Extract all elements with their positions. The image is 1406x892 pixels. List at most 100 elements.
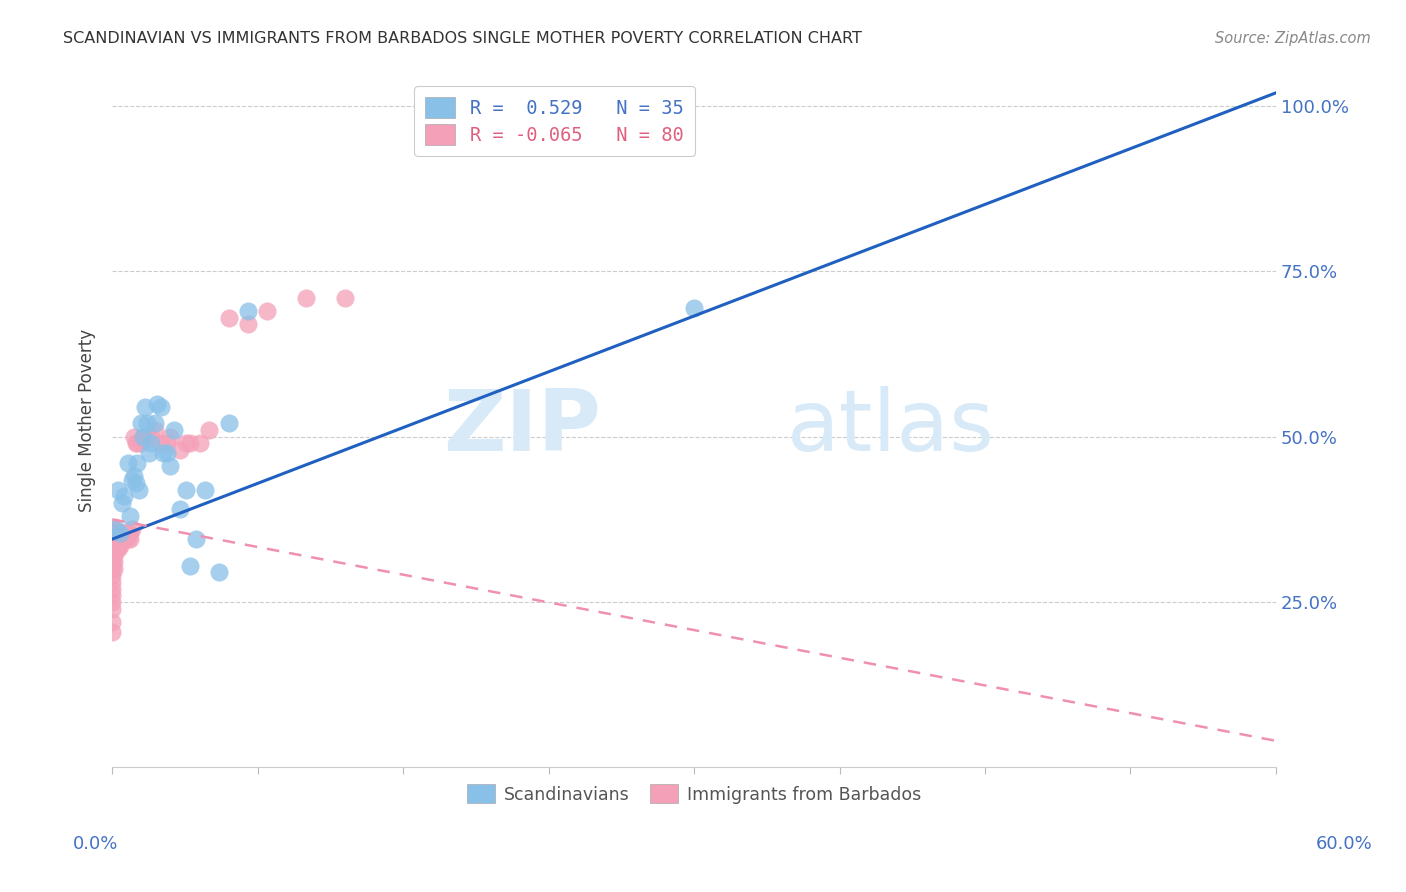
- Point: [139, 430, 162, 444]
- Point: [107, 529, 129, 543]
- Point: [112, 529, 135, 543]
- Point: [134, 400, 156, 414]
- Point: [108, 532, 131, 546]
- Point: [101, 615, 124, 629]
- Point: [101, 624, 124, 639]
- Text: 0.0%: 0.0%: [73, 835, 118, 853]
- Point: [128, 483, 150, 497]
- Text: SCANDINAVIAN VS IMMIGRANTS FROM BARBADOS SINGLE MOTHER POVERTY CORRELATION CHART: SCANDINAVIAN VS IMMIGRANTS FROM BARBADOS…: [63, 31, 862, 46]
- Point: [139, 436, 162, 450]
- Point: [131, 417, 153, 431]
- Point: [105, 529, 128, 543]
- Point: [101, 535, 124, 549]
- Point: [101, 522, 124, 536]
- Point: [131, 436, 153, 450]
- Point: [152, 446, 174, 460]
- Point: [112, 525, 135, 540]
- Point: [103, 542, 125, 557]
- Point: [101, 529, 124, 543]
- Point: [111, 496, 134, 510]
- Point: [143, 417, 166, 431]
- Point: [256, 304, 278, 318]
- Point: [108, 539, 131, 553]
- Point: [101, 555, 124, 569]
- Point: [105, 532, 128, 546]
- Point: [122, 469, 145, 483]
- Point: [159, 459, 181, 474]
- Point: [107, 525, 129, 540]
- Point: [127, 436, 149, 450]
- Point: [174, 483, 197, 497]
- Point: [118, 532, 141, 546]
- Legend: Scandinavians, Immigrants from Barbados: Scandinavians, Immigrants from Barbados: [460, 778, 928, 811]
- Point: [127, 456, 149, 470]
- Point: [103, 525, 125, 540]
- Point: [218, 417, 240, 431]
- Point: [103, 549, 125, 563]
- Point: [101, 601, 124, 615]
- Point: [103, 555, 125, 569]
- Point: [136, 430, 159, 444]
- Point: [111, 525, 134, 540]
- Point: [101, 588, 124, 602]
- Point: [101, 539, 124, 553]
- Point: [107, 539, 129, 553]
- Point: [107, 532, 129, 546]
- Point: [117, 525, 139, 540]
- Point: [124, 475, 146, 490]
- Point: [112, 532, 135, 546]
- Text: 60.0%: 60.0%: [1316, 835, 1372, 853]
- Point: [179, 558, 201, 573]
- Point: [101, 525, 124, 540]
- Text: atlas: atlas: [787, 385, 995, 468]
- Point: [117, 456, 139, 470]
- Point: [117, 532, 139, 546]
- Point: [194, 483, 217, 497]
- Point: [188, 436, 211, 450]
- Point: [121, 522, 143, 536]
- Point: [132, 430, 155, 444]
- Point: [111, 532, 134, 546]
- Point: [101, 532, 124, 546]
- Point: [136, 417, 159, 431]
- Point: [124, 436, 146, 450]
- Point: [103, 562, 125, 576]
- Point: [103, 529, 125, 543]
- Point: [218, 310, 240, 325]
- Point: [208, 565, 231, 579]
- Point: [101, 595, 124, 609]
- Point: [143, 423, 166, 437]
- Point: [103, 532, 125, 546]
- Point: [107, 542, 129, 557]
- Point: [103, 539, 125, 553]
- Point: [198, 423, 221, 437]
- Point: [155, 436, 177, 450]
- Point: [174, 436, 197, 450]
- Point: [101, 558, 124, 573]
- Point: [101, 575, 124, 590]
- Point: [105, 542, 128, 557]
- Point: [122, 430, 145, 444]
- Point: [101, 542, 124, 557]
- Point: [108, 535, 131, 549]
- Point: [108, 525, 131, 540]
- Point: [114, 529, 136, 543]
- Point: [132, 430, 155, 444]
- Point: [169, 502, 191, 516]
- Point: [149, 436, 172, 450]
- Point: [184, 532, 207, 546]
- Point: [108, 529, 131, 543]
- Point: [155, 446, 177, 460]
- Point: [101, 568, 124, 582]
- Point: [159, 430, 181, 444]
- Point: [114, 525, 136, 540]
- Point: [236, 318, 259, 332]
- Point: [112, 489, 135, 503]
- Point: [121, 473, 143, 487]
- Point: [101, 582, 124, 596]
- Y-axis label: Single Mother Poverty: Single Mother Poverty: [79, 328, 96, 512]
- Point: [118, 525, 141, 540]
- Point: [103, 522, 125, 536]
- Point: [146, 396, 169, 410]
- Point: [509, 115, 531, 129]
